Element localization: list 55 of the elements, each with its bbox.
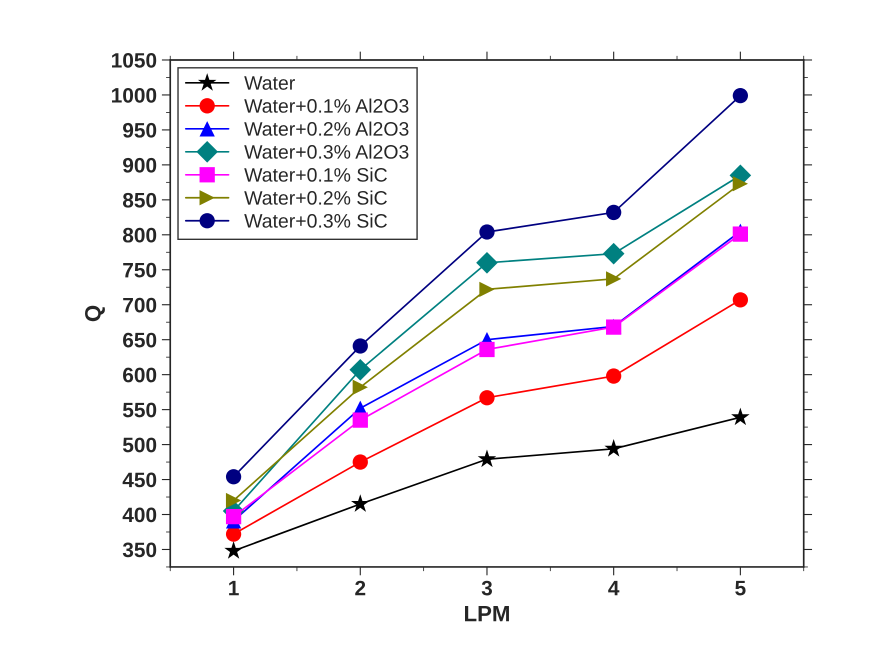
point — [478, 450, 496, 468]
point — [732, 292, 748, 308]
y-tick-label: 800 — [122, 228, 156, 243]
y-tick-label: 400 — [122, 508, 156, 522]
y-tick-label: 500 — [122, 438, 156, 452]
point — [732, 226, 748, 242]
point — [604, 439, 623, 457]
point — [479, 224, 495, 240]
y-tick-label: 650 — [123, 332, 156, 348]
y-tick-label: 950 — [123, 122, 156, 138]
point — [226, 492, 242, 508]
point — [352, 412, 368, 428]
y-tick-label: 1000 — [112, 88, 156, 103]
point — [479, 342, 495, 358]
point — [606, 271, 622, 286]
y-tick-label: 550 — [122, 402, 156, 418]
legend-label: Water+0.3% SiC — [244, 213, 387, 228]
y-tick-label: 700 — [123, 298, 156, 312]
legend-label: Water+0.2% Al2O3 — [244, 122, 408, 136]
point — [731, 408, 750, 426]
point — [351, 494, 370, 512]
y-tick-label: 1050 — [112, 52, 156, 68]
point — [352, 380, 368, 395]
point — [602, 242, 624, 264]
point — [349, 358, 372, 381]
point — [479, 390, 495, 406]
point — [606, 368, 622, 384]
x-tick-label: 3 — [482, 580, 492, 596]
x-tick-label: 2 — [355, 580, 366, 596]
y-tick-label: 450 — [122, 472, 156, 488]
legend-label: Water+0.3% Al2O3 — [244, 144, 408, 159]
y-tick-label: 850 — [122, 192, 156, 208]
x-tick-label: 4 — [608, 580, 620, 596]
point — [226, 469, 242, 484]
x-tick-label: 1 — [229, 580, 239, 596]
legend-label: Water+0.2% SiC — [244, 190, 387, 205]
y-tick-label: 750 — [123, 262, 156, 278]
point — [224, 541, 243, 559]
point — [226, 508, 242, 524]
legend-label: Water — [244, 76, 295, 90]
x-axis-title: LPM — [465, 606, 509, 622]
point — [476, 252, 498, 274]
point — [352, 454, 368, 470]
y-tick-label: 350 — [122, 542, 156, 558]
y-axis-title: Q — [85, 306, 105, 322]
point — [352, 338, 368, 354]
legend-label: Water+0.1% Al2O3 — [244, 98, 408, 113]
y-tick-label: 900 — [123, 158, 156, 173]
point — [479, 282, 495, 297]
point — [606, 204, 622, 220]
x-tick-label: 5 — [735, 580, 746, 596]
legend-label: Water+0.1% SiC — [244, 167, 387, 182]
point — [732, 88, 748, 104]
y-tick-label: 600 — [123, 368, 156, 382]
point — [732, 176, 748, 192]
